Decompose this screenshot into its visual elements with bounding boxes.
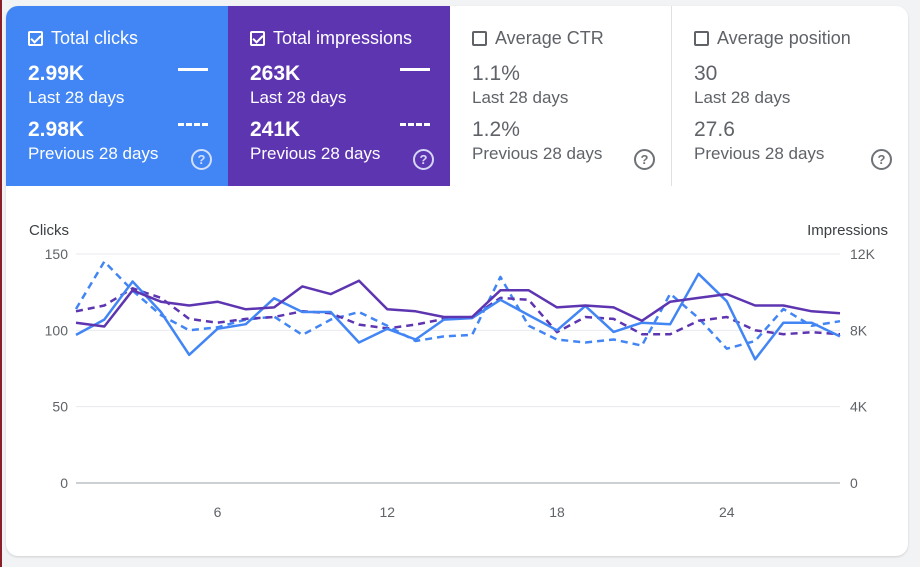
left-axis-label: Clicks	[29, 222, 69, 239]
y-tick-label-right: 8K	[850, 322, 868, 338]
metric-value: 2.99K	[28, 62, 85, 85]
metric-header: Average CTR	[472, 24, 671, 52]
clicks-previous-series-line	[74, 260, 841, 350]
clicks-current-series-line	[75, 272, 841, 361]
metric-prev-value: 241K	[250, 118, 301, 141]
metric-header: Total impressions	[250, 24, 450, 52]
metric-period: Last 28 days	[250, 88, 347, 107]
x-tick-label: 12	[379, 504, 395, 520]
metric-value: 1.1%	[472, 62, 520, 85]
checkbox-icon[interactable]	[28, 30, 43, 46]
metric-period: Last 28 days	[28, 88, 125, 107]
y-tick-label-left: 0	[60, 475, 68, 491]
help-icon[interactable]: ?	[871, 149, 892, 170]
metric-label: Average CTR	[495, 27, 604, 48]
help-icon[interactable]: ?	[191, 149, 212, 170]
impressions-current-series-line	[75, 279, 841, 328]
metric-tile-total-clicks[interactable]: Total clicks 2.99K Last 28 days 2.98K Pr…	[6, 6, 228, 186]
help-icon[interactable]: ?	[634, 149, 655, 170]
x-tick-label: 24	[719, 504, 735, 520]
y-tick-label-right: 12K	[850, 246, 876, 262]
metric-prev-value: 2.98K	[28, 118, 85, 141]
metric-prev-period: Previous 28 days	[472, 144, 603, 163]
x-tick-label: 18	[549, 504, 565, 520]
x-tick-label: 6	[214, 504, 222, 520]
metric-label: Total clicks	[51, 27, 139, 48]
metric-prev-period: Previous 28 days	[28, 144, 159, 163]
metric-period: Last 28 days	[472, 88, 569, 107]
metric-prev-value: 1.2%	[472, 118, 520, 141]
metric-prev-period: Previous 28 days	[250, 144, 381, 163]
checkbox-icon[interactable]	[250, 30, 265, 46]
performance-chart: 0 0 50 4K 100 8K 150 12K 6 12 18 24	[45, 246, 876, 520]
metric-prev-period: Previous 28 days	[694, 144, 825, 163]
window-edge	[0, 0, 2, 567]
right-axis-label: Impressions	[807, 222, 888, 239]
dashed-line-key-icon	[178, 123, 208, 126]
metric-header: Average position	[694, 24, 908, 52]
y-tick-label-left: 150	[45, 246, 69, 262]
metric-value: 263K	[250, 62, 301, 85]
metric-tiles: Total clicks 2.99K Last 28 days 2.98K Pr…	[6, 6, 908, 186]
metric-tile-average-ctr[interactable]: Average CTR 1.1% Last 28 days 1.2% Previ…	[450, 6, 672, 186]
performance-card: Total clicks 2.99K Last 28 days 2.98K Pr…	[6, 6, 908, 556]
y-tick-label-right: 0	[850, 475, 858, 491]
metric-label: Average position	[717, 27, 851, 48]
y-tick-label-right: 4K	[850, 399, 868, 415]
y-tick-label-left: 100	[45, 322, 69, 338]
help-icon[interactable]: ?	[413, 149, 434, 170]
metric-value: 30	[694, 62, 718, 85]
checkbox-icon[interactable]	[694, 30, 709, 46]
checkbox-icon[interactable]	[472, 30, 487, 46]
dashed-line-key-icon	[400, 123, 430, 126]
metric-period: Last 28 days	[694, 88, 791, 107]
metric-header: Total clicks	[28, 24, 228, 52]
metric-tile-average-position[interactable]: Average position 30 Last 28 days 27.6 Pr…	[672, 6, 908, 186]
solid-line-key-icon	[400, 68, 430, 71]
metric-label: Total impressions	[273, 27, 413, 48]
y-tick-label-left: 50	[52, 399, 68, 415]
metric-tile-total-impressions[interactable]: Total impressions 263K Last 28 days 241K…	[228, 6, 450, 186]
solid-line-key-icon	[178, 68, 208, 71]
metric-prev-value: 27.6	[694, 118, 735, 141]
